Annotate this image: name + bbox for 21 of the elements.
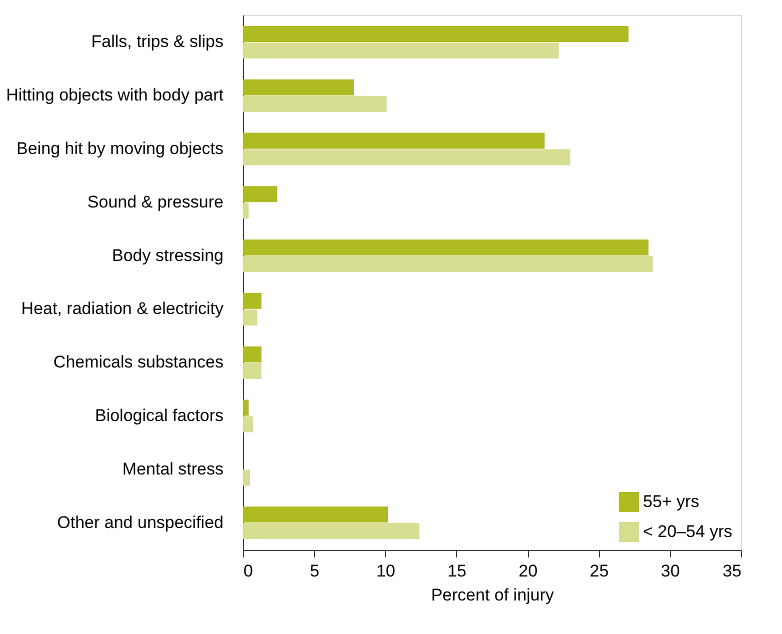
x-tick-label: 0 — [244, 562, 253, 580]
x-tick-label: 15 — [447, 562, 466, 580]
x-tick-label: 25 — [590, 562, 609, 580]
x-tick-label: 20 — [518, 562, 538, 580]
y-tick-label: Chemicals substances — [53, 352, 224, 372]
x-axis-title: Percent of injury — [431, 586, 554, 604]
x-tick-label: 10 — [376, 562, 396, 580]
y-tick-label: Other and unspecified — [57, 512, 224, 532]
y-tick-label: Body stressing — [112, 246, 224, 265]
y-tick-label: Hitting objects with body part — [6, 86, 224, 105]
y-tick-label: Mental stress — [122, 459, 224, 478]
y-tick-label: Falls, trips & slips — [91, 32, 224, 52]
x-tick-label: 5 — [310, 562, 320, 580]
x-tick-label: 35 — [722, 562, 742, 580]
legend-label: 55+ yrs — [643, 492, 700, 511]
y-tick-label: Biological factors — [94, 406, 224, 425]
legend-label: < 20–54 yrs — [643, 522, 732, 541]
x-tick-label: 30 — [660, 562, 680, 580]
y-tick-label: Being hit by moving objects — [16, 139, 224, 158]
y-tick-label: Sound & pressure — [87, 192, 224, 212]
y-tick-label: Heat, radiation & electricity — [21, 299, 224, 318]
